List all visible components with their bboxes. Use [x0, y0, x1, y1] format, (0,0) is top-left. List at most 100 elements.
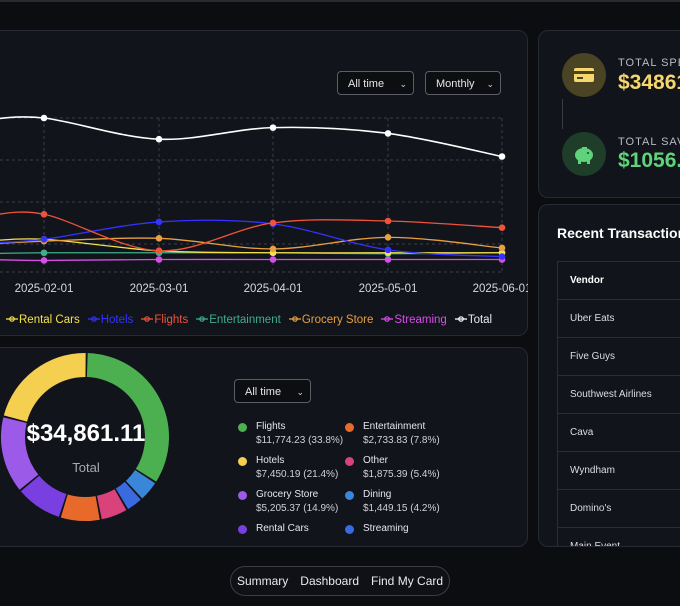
x-tick-label: 2025-05-01	[359, 283, 418, 295]
legend-label: Rental Cars	[19, 314, 80, 326]
chevron-down-icon: ⌄	[296, 387, 304, 397]
donut-range-select[interactable]: All time ⌄	[234, 379, 311, 403]
legend-category: Grocery Store	[256, 489, 319, 500]
nav-summary[interactable]: Summary	[236, 574, 289, 588]
data-point-streaming[interactable]	[384, 256, 392, 263]
data-point-total[interactable]	[269, 124, 277, 131]
data-point-grocery-store[interactable]	[155, 235, 163, 242]
data-point-total[interactable]	[40, 114, 48, 122]
donut-legend-item-other[interactable]: Other $1,875.39 (5.4%)	[345, 454, 440, 482]
legend-amount: $11,774.23 (33.8%)	[256, 435, 344, 446]
donut-slice-other[interactable]	[96, 489, 127, 520]
data-point-flights[interactable]	[40, 210, 48, 218]
range-select-value: All time	[348, 78, 385, 90]
data-point-grocery-store[interactable]	[498, 244, 506, 252]
data-point-streaming[interactable]	[155, 256, 163, 263]
chevron-down-icon: ⌄	[399, 79, 407, 89]
nav-dashboard[interactable]: Dashboard	[300, 574, 360, 588]
donut-slice-streaming[interactable]	[115, 481, 141, 510]
legend-category: Other	[363, 455, 389, 466]
legend-item-flights[interactable]: Flights	[141, 314, 188, 326]
donut-legend-item-flights[interactable]: Flights $11,774.23 (33.8%)	[238, 420, 343, 448]
donut-legend-item-grocery-store[interactable]: Grocery Store $5,205.37 (14.9%)	[238, 488, 338, 516]
data-point-total[interactable]	[155, 135, 163, 143]
stats-panel: TOTAL SPE $34861 TOTAL SAVI $1056.	[538, 30, 680, 198]
data-point-hotels[interactable]	[498, 253, 506, 260]
bottom-nav: Summary Dashboard Find My Card	[230, 566, 450, 596]
transactions-title: Recent Transaction	[557, 225, 680, 241]
legend-amount: $5,205.37 (14.9%)	[256, 503, 339, 514]
legend-marker	[288, 315, 301, 325]
interval-select[interactable]: Monthly ⌄	[425, 71, 501, 95]
donut-chart	[0, 353, 170, 521]
vendor-column-header[interactable]: Vendor	[558, 262, 680, 300]
legend-category: Streaming	[363, 523, 409, 534]
credit-card-icon	[562, 53, 606, 97]
donut-legend-item-hotels[interactable]: Hotels $7,450.19 (21.4%)	[238, 454, 338, 482]
legend-item-grocery-store[interactable]: Grocery Store	[288, 314, 374, 326]
donut-slice-rental-cars[interactable]	[20, 475, 67, 517]
data-point-flights[interactable]	[155, 247, 163, 255]
x-tick-label: 2025-04-01	[244, 283, 303, 295]
data-point-total[interactable]	[498, 153, 506, 160]
legend-item-entertainment[interactable]: Entertainment	[196, 314, 281, 326]
data-point-hotels[interactable]	[384, 246, 392, 254]
chevron-down-icon: ⌄	[486, 79, 494, 89]
interval-select-value: Monthly	[436, 78, 475, 90]
donut-legend-item-dining[interactable]: Dining $1,449.15 (4.2%)	[345, 488, 440, 516]
table-row[interactable]: Five Guys	[558, 338, 680, 376]
donut-legend-item-rental-cars[interactable]: Rental Cars	[238, 522, 309, 536]
legend-marker	[87, 315, 100, 325]
table-row[interactable]: Main Event	[558, 528, 680, 546]
table-row[interactable]: Uber Eats	[558, 300, 680, 338]
donut-slice-grocery-store[interactable]	[0, 417, 39, 490]
legend-label: Total	[467, 314, 493, 326]
legend-category: Entertainment	[363, 421, 426, 432]
nav-find-my-card[interactable]: Find My Card	[371, 574, 444, 588]
series-line-streaming	[0, 258, 502, 262]
line-chart: 2025-02-01 2025-03-01 2025-04-01 2025-05-01…	[0, 114, 528, 295]
donut-legend-item-streaming[interactable]: Streaming	[345, 522, 409, 536]
piggy-bank-icon	[562, 132, 606, 176]
table-row[interactable]: Wyndham	[558, 452, 680, 490]
range-select[interactable]: All time ⌄	[337, 71, 414, 95]
legend-item-streaming[interactable]: Streaming	[381, 314, 447, 326]
data-point-hotels[interactable]	[40, 235, 48, 243]
table-row[interactable]: Southwest Airlines	[558, 376, 680, 414]
x-tick-label: 2025-03-01	[130, 283, 189, 295]
data-point-flights[interactable]	[269, 219, 277, 227]
legend-item-hotels[interactable]: Hotels	[87, 314, 133, 326]
legend-amount: $1,875.39 (5.4%)	[363, 469, 440, 480]
data-point-streaming[interactable]	[40, 257, 48, 264]
table-row[interactable]: Cava	[558, 414, 680, 452]
data-point-grocery-store[interactable]	[384, 234, 392, 241]
x-tick-label: 2025-06-01	[473, 283, 528, 295]
grid	[0, 117, 503, 273]
legend-item-rental-cars[interactable]: Rental Cars	[6, 314, 80, 326]
legend-marker	[196, 315, 209, 325]
data-point-flights[interactable]	[498, 224, 506, 232]
data-point-grocery-store[interactable]	[269, 245, 277, 253]
legend-dot	[345, 457, 354, 466]
series-line-flights	[0, 211, 503, 252]
legend-marker	[6, 315, 18, 325]
data-point-streaming[interactable]	[269, 256, 277, 263]
legend-category: Rental Cars	[256, 523, 309, 534]
series-line-rental-cars	[0, 238, 502, 254]
data-point-entertainment[interactable]	[40, 249, 48, 257]
table-row[interactable]: Domino's	[558, 490, 680, 528]
total-savings-value: $1056.	[618, 149, 680, 172]
data-point-flights[interactable]	[384, 217, 392, 225]
total-spend-label: TOTAL SPE	[618, 57, 680, 69]
donut-legend-item-entertainment[interactable]: Entertainment $2,733.83 (7.8%)	[345, 420, 440, 448]
donut-slice-hotels[interactable]	[3, 353, 86, 422]
legend-dot	[345, 525, 354, 534]
data-point-hotels[interactable]	[155, 218, 163, 226]
legend-dot	[238, 491, 247, 500]
legend-label: Grocery Store	[301, 314, 374, 326]
legend-item-total[interactable]: Total	[454, 314, 493, 326]
donut-slice-entertainment[interactable]	[60, 494, 100, 521]
donut-slice-dining[interactable]	[125, 470, 156, 499]
data-point-total[interactable]	[384, 130, 392, 137]
donut-slice-flights[interactable]	[86, 353, 170, 482]
